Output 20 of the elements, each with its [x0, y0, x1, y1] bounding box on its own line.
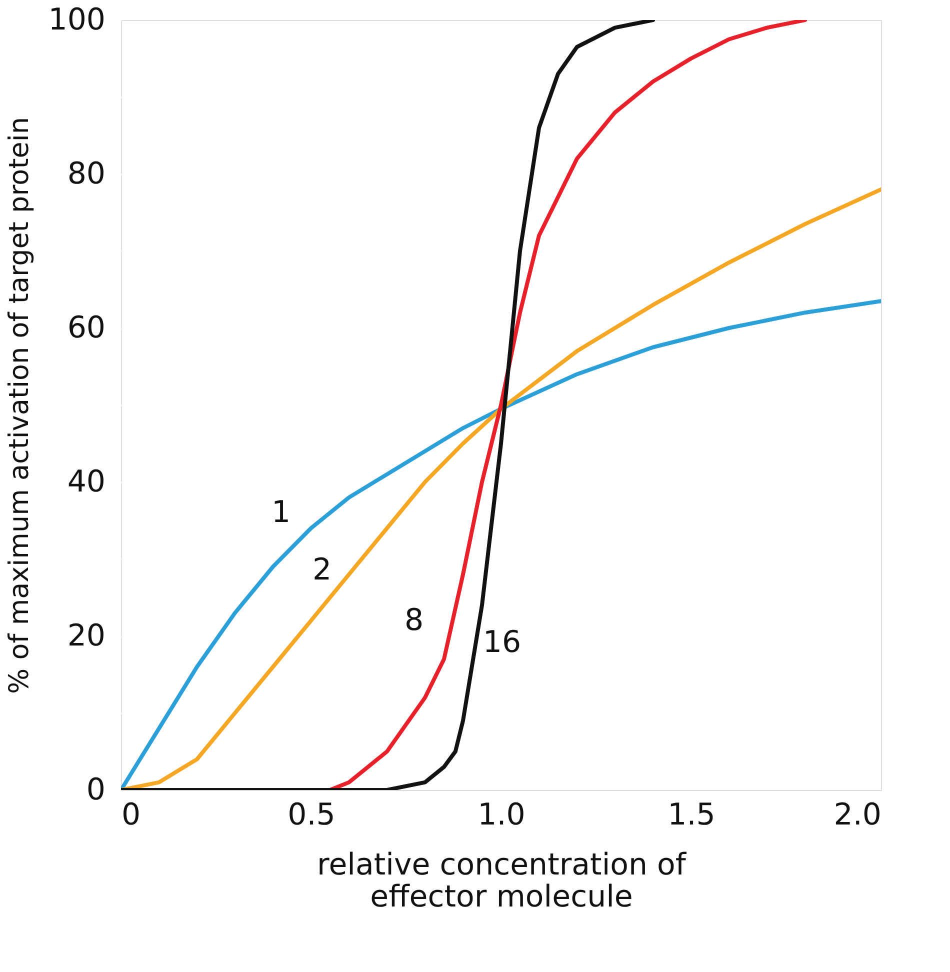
y-tick-label: 20	[67, 618, 106, 654]
x-tick-label: 1.5	[668, 798, 716, 832]
y-tick-label: 60	[67, 310, 106, 346]
line-series	[121, 20, 655, 790]
x-tick-label: 2.0	[834, 798, 882, 832]
y-tick-label: 40	[67, 464, 106, 500]
x-tick-label: 0	[122, 798, 141, 832]
y-tick-label: 0	[86, 772, 106, 808]
x-tick-label: 0.5	[288, 798, 336, 832]
annotation: 1	[271, 495, 291, 530]
annotation: 2	[312, 552, 332, 588]
line-series	[121, 187, 881, 790]
annotation: 16	[482, 625, 522, 660]
annotation: 8	[404, 603, 424, 638]
line-series	[121, 299, 881, 790]
y-tick-label: 100	[48, 2, 106, 38]
y-tick-label: 80	[67, 156, 106, 192]
y-axis-title: % of maximum activation of target protein	[4, 116, 36, 694]
x-tick-label: 1.0	[478, 798, 526, 832]
x-axis-title: relative concentration of effector molecule	[317, 848, 688, 914]
